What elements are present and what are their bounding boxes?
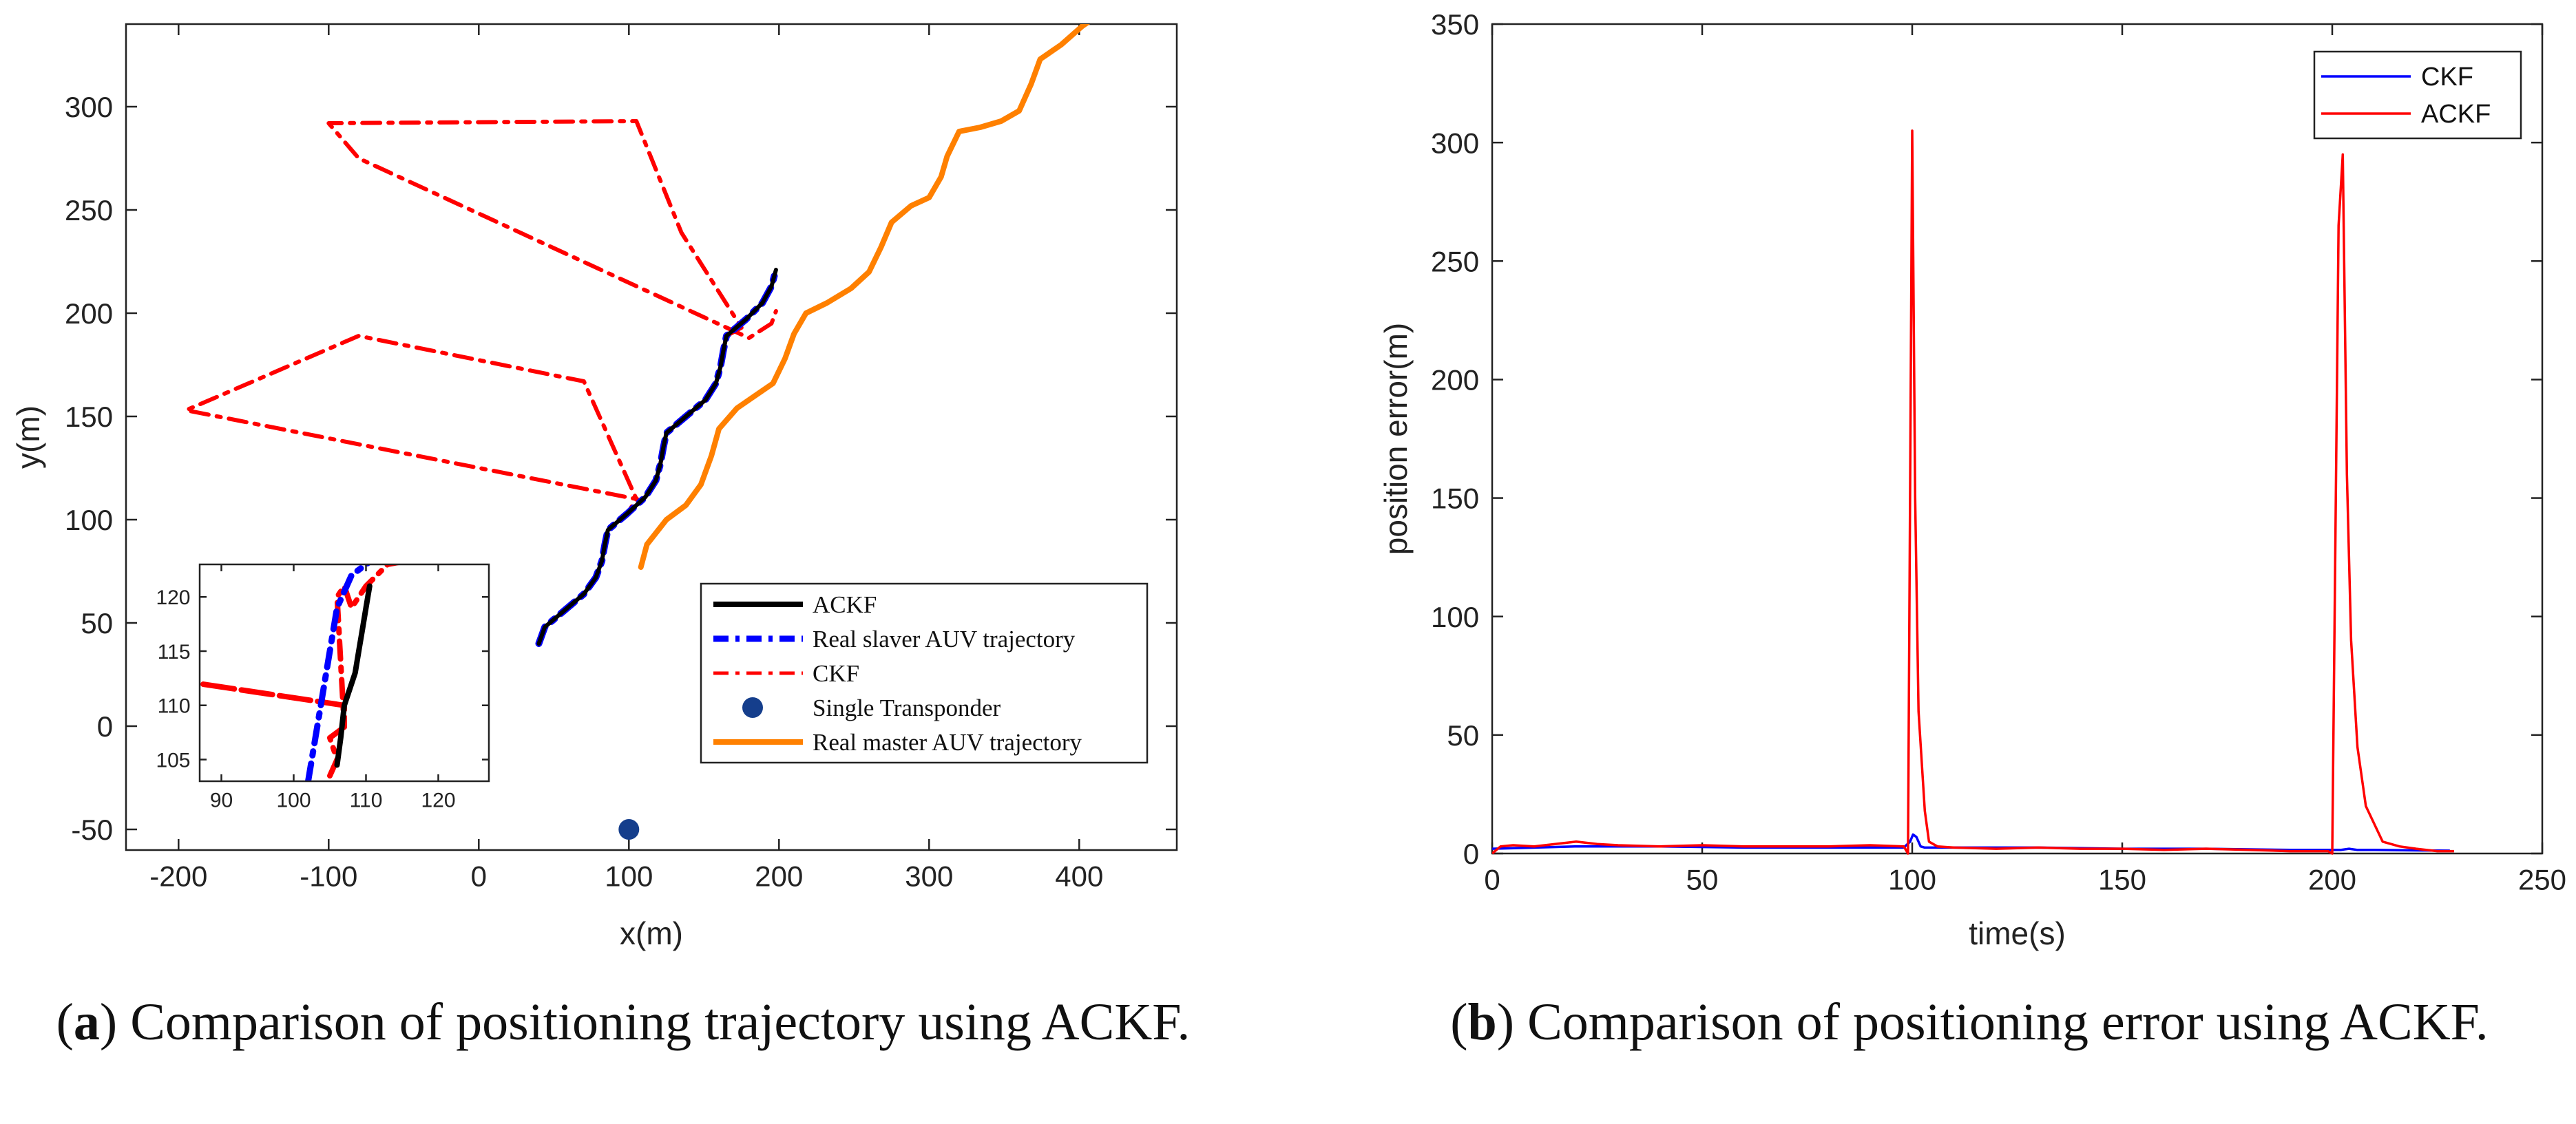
x-tick-label: 100 xyxy=(276,789,311,812)
legend-label-single-transponder: Single Transponder xyxy=(813,694,1001,721)
position-error-plot: 0 50 100 150 200 250 0 50 100 150 200 250 300 350 time… xyxy=(1378,8,2566,951)
legend-label-real-master-auv-trajectory: Real master AUV trajectory xyxy=(813,729,1082,756)
y-tick-label: 50 xyxy=(1447,719,1479,752)
x-tick-label: 300 xyxy=(905,860,953,893)
y-tick-label: 120 xyxy=(156,586,190,609)
legend-frame xyxy=(2313,50,2522,140)
legend: CKF ACKF xyxy=(2313,50,2522,140)
caption-a: (a) Comparison of positioning trajectory… xyxy=(56,993,1191,1051)
caption-b: (b) Comparison of positioning error usin… xyxy=(1450,993,2489,1051)
legend-label-ckf: CKF xyxy=(2421,63,2473,92)
y-tick-label: 50 xyxy=(81,607,113,639)
y-tick-label: 350 xyxy=(1431,8,1479,41)
y-tick-label: 115 xyxy=(158,641,191,664)
inset-series-line-real-slaver-auv-trajectory xyxy=(305,564,371,781)
caption-b-text: ) Comparison of positioning error using … xyxy=(1496,993,2489,1051)
y-tick-label: 0 xyxy=(1463,838,1479,870)
axes-frame xyxy=(125,23,1178,851)
series-line-real-master-auv-trajectory xyxy=(638,24,1091,570)
y-tick-label: 105 xyxy=(156,749,190,772)
legend-marker-single-transponder xyxy=(742,697,763,718)
y-tick-label: 0 xyxy=(97,710,113,743)
inset-series-line-ackf xyxy=(334,583,373,768)
y-tick-label: 100 xyxy=(1431,601,1479,633)
legend-label-ckf: CKF xyxy=(813,660,859,687)
y-axis-label: position error(m) xyxy=(1378,323,1414,555)
series-line-ackf xyxy=(1492,129,2454,855)
inset-background xyxy=(200,564,489,781)
x-tick-label: 200 xyxy=(2308,864,2356,896)
y-tick-label: 150 xyxy=(1431,483,1479,515)
x-axis-label: x(m) xyxy=(620,915,683,951)
y-axis-label: y(m) xyxy=(10,405,46,469)
legend-label-ackf: ACKF xyxy=(813,591,877,618)
x-tick-label: 250 xyxy=(2518,864,2566,896)
x-tick-label: 110 xyxy=(350,789,383,812)
x-tick-label: -100 xyxy=(300,860,357,893)
x-tick-label: 100 xyxy=(1888,864,1936,896)
caption-b-letter: b xyxy=(1467,993,1497,1051)
inset-zoom-plot: 90 100 110 120 105 110 115 120 xyxy=(156,563,490,812)
y-tick-label: 100 xyxy=(65,504,113,536)
x-tick-label: 150 xyxy=(2098,864,2146,896)
y-tick-label: 200 xyxy=(1431,364,1479,396)
y-tick-label: 250 xyxy=(65,194,113,226)
y-tick-label: 300 xyxy=(65,91,113,123)
x-tick-label: 90 xyxy=(210,789,233,812)
single-transponder-marker xyxy=(618,819,640,840)
y-tick-label: 110 xyxy=(158,695,191,718)
legend-label-real-slaver-auv-trajectory: Real slaver AUV trajectory xyxy=(813,626,1076,653)
y-tick-label: 150 xyxy=(65,401,113,433)
x-tick-label: 100 xyxy=(605,860,653,893)
axes-frame xyxy=(198,563,490,783)
x-tick-label: 400 xyxy=(1055,860,1103,893)
x-tick-label: -200 xyxy=(149,860,207,893)
x-axis-label: time(s) xyxy=(1969,915,2066,951)
x-tick-label: 0 xyxy=(471,860,487,893)
x-tick-label: 50 xyxy=(1686,864,1719,896)
series-line-ackf xyxy=(536,268,778,646)
x-tick-label: 120 xyxy=(421,789,455,812)
caption-a-letter: a xyxy=(73,993,100,1051)
legend-label-ackf: ACKF xyxy=(2421,100,2491,129)
x-tick-label: 200 xyxy=(755,860,803,893)
y-tick-label: 300 xyxy=(1431,127,1479,159)
axes-frame xyxy=(1491,23,2544,855)
y-tick-label: 200 xyxy=(65,297,113,330)
trajectory-plot: -200 -100 0 100 200 300 400 -50 0 50 100 150 200 250 3… xyxy=(10,23,1178,951)
legend: ACKF Real slaver AUV trajectory CKF Single … xyxy=(700,582,1149,764)
y-tick-label: -50 xyxy=(71,814,113,846)
caption-a-text: ) Comparison of positioning trajectory u… xyxy=(99,993,1191,1051)
y-tick-label: 250 xyxy=(1431,245,1479,277)
x-tick-label: 0 xyxy=(1484,864,1500,896)
legend-frame xyxy=(700,582,1149,764)
